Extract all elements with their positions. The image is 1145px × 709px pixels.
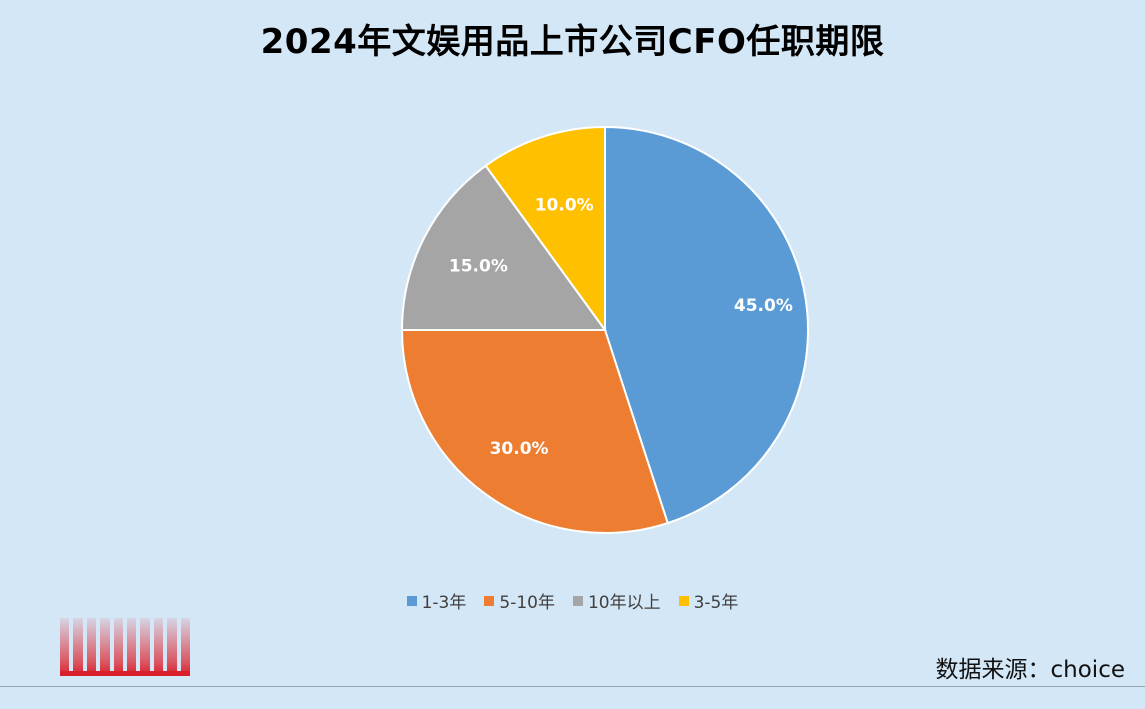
legend-swatch [406, 595, 417, 606]
legend-label: 10年以上 [587, 593, 661, 613]
pie-slice-3 [484, 125, 606, 334]
chart-title: 2024年文娱用品上市公司CFO任职期限 [260, 22, 885, 62]
pie-slice-1 [400, 329, 669, 534]
legend-label: 5-10年 [499, 593, 555, 613]
slice-label-2: 15.0% [449, 256, 508, 276]
bottom-divider [0, 686, 1145, 687]
pie-slice-0 [604, 125, 809, 525]
legend-item-1-3: 1-3年 [406, 588, 467, 613]
legend-label: 3-5年 [693, 593, 739, 613]
legend-label: 1-3年 [421, 593, 467, 613]
pie-slice-2 [400, 164, 607, 331]
legend-swatch [484, 595, 495, 606]
slice-label-0: 45.0% [734, 296, 793, 316]
legend-item-5-10: 5-10年 [484, 588, 555, 613]
legend-item-10-plus: 10年以上 [572, 588, 661, 613]
legend-swatch [678, 595, 689, 606]
slice-label-3: 10.0% [535, 196, 594, 216]
brand-logo [60, 618, 191, 676]
legend-item-3-5: 3-5年 [678, 588, 739, 613]
legend: 1-3年 5-10年 10年以上 3-5年 [0, 588, 1145, 613]
data-source: 数据来源：choice [935, 657, 1125, 683]
legend-swatch [572, 595, 583, 606]
slice-label-1: 30.0% [490, 439, 549, 459]
